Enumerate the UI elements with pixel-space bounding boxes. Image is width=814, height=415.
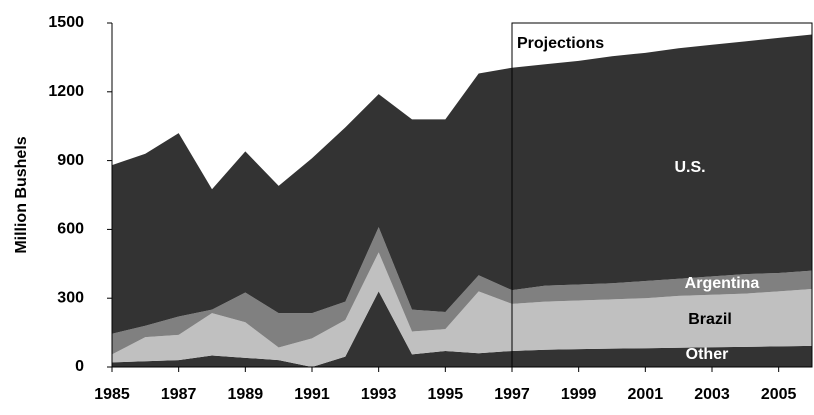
area	[112, 291, 812, 367]
x-tick-label: 2005	[761, 386, 797, 403]
x-tick-label: 1991	[294, 386, 330, 403]
y-tick-label: 900	[57, 152, 84, 169]
x-tick-label: 1985	[94, 386, 130, 403]
y-tick-label: 0	[75, 358, 84, 375]
area	[112, 227, 812, 355]
x-tick-label: 1999	[561, 386, 597, 403]
area	[112, 252, 812, 367]
series-label: Argentina	[685, 275, 760, 292]
y-tick-label: 600	[57, 221, 84, 238]
x-tick-label: 1995	[428, 386, 464, 403]
series-label: U.S.	[674, 159, 705, 176]
x-tick-label: 1997	[494, 386, 530, 403]
y-tick-label: 1200	[48, 83, 84, 100]
x-tick-label: 1989	[228, 386, 264, 403]
y-axis-title: Million Bushels	[13, 136, 30, 253]
x-tick-label: 1987	[161, 386, 197, 403]
x-tick-label: 2003	[694, 386, 730, 403]
projection-label: Projections	[517, 35, 604, 52]
y-tick-label: 1500	[48, 14, 84, 31]
area	[112, 34, 812, 334]
x-tick-label: 1993	[361, 386, 397, 403]
series-label: Brazil	[688, 311, 732, 328]
y-tick-label: 300	[57, 289, 84, 306]
x-tick-label: 2001	[628, 386, 664, 403]
series-label: Other	[686, 346, 729, 363]
